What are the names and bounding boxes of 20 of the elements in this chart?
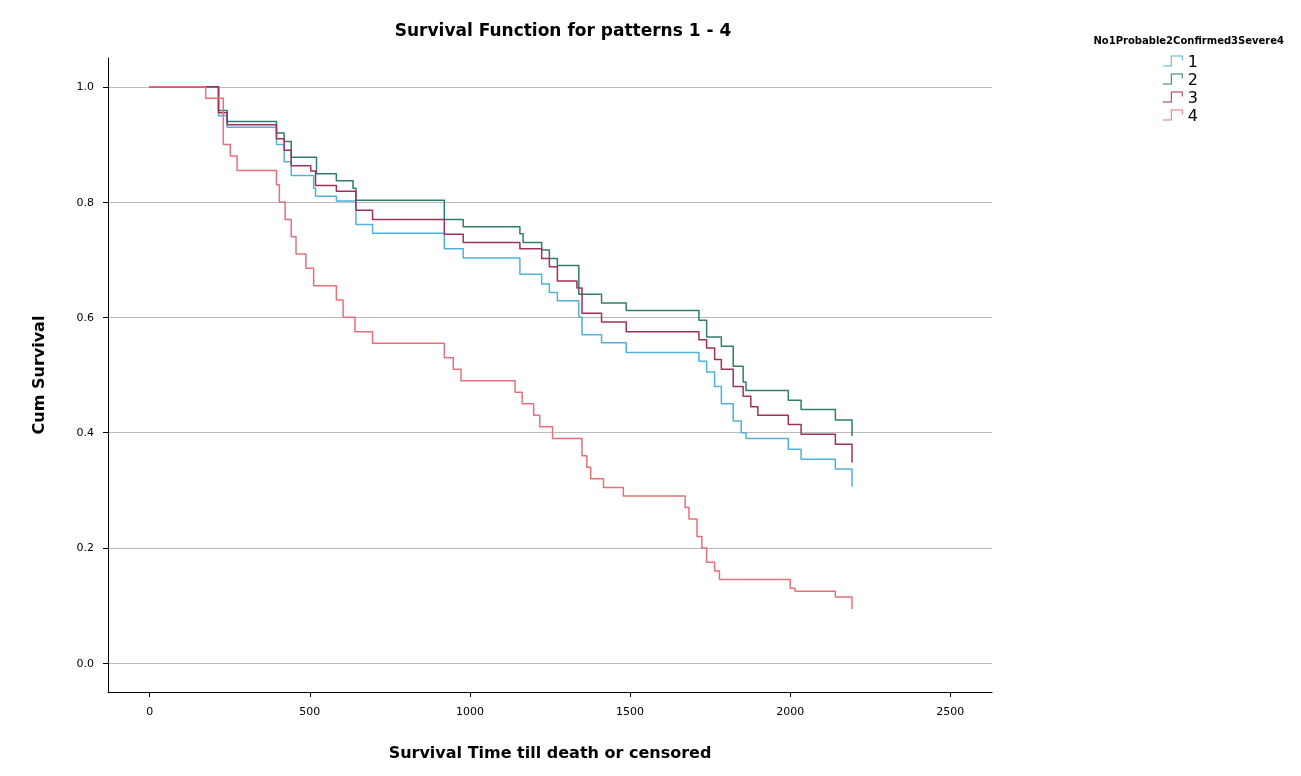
y-tick-label: 0.6 (76, 310, 94, 324)
x-tick-label: 0 (146, 705, 154, 718)
legend-title: No1Probable2Confirmed3Severe4 (1093, 34, 1285, 46)
legend-label: 1 (1187, 51, 1199, 71)
legend-label: 2 (1187, 69, 1199, 89)
x-tick-label: 2000 (776, 705, 805, 718)
x-axis-title: Survival Time till death or censored (388, 742, 712, 762)
x-tick-label: 1000 (455, 705, 484, 718)
legend-label: 3 (1187, 87, 1199, 107)
y-tick-label: 0.2 (76, 541, 94, 555)
x-tick-label: 2500 (936, 705, 965, 718)
y-tick-label: 0.0 (76, 656, 94, 670)
y-axis-title: Cum Survival (28, 315, 48, 435)
x-tick-label: 1500 (616, 705, 645, 718)
chart-title: Survival Function for patterns 1 - 4 (394, 19, 732, 40)
y-tick-label: 0.8 (76, 195, 94, 209)
legend-label: 4 (1187, 105, 1199, 125)
y-tick-label: 0.4 (76, 426, 94, 440)
x-tick-label: 500 (299, 705, 321, 718)
y-tick-label: 1.0 (76, 80, 94, 94)
